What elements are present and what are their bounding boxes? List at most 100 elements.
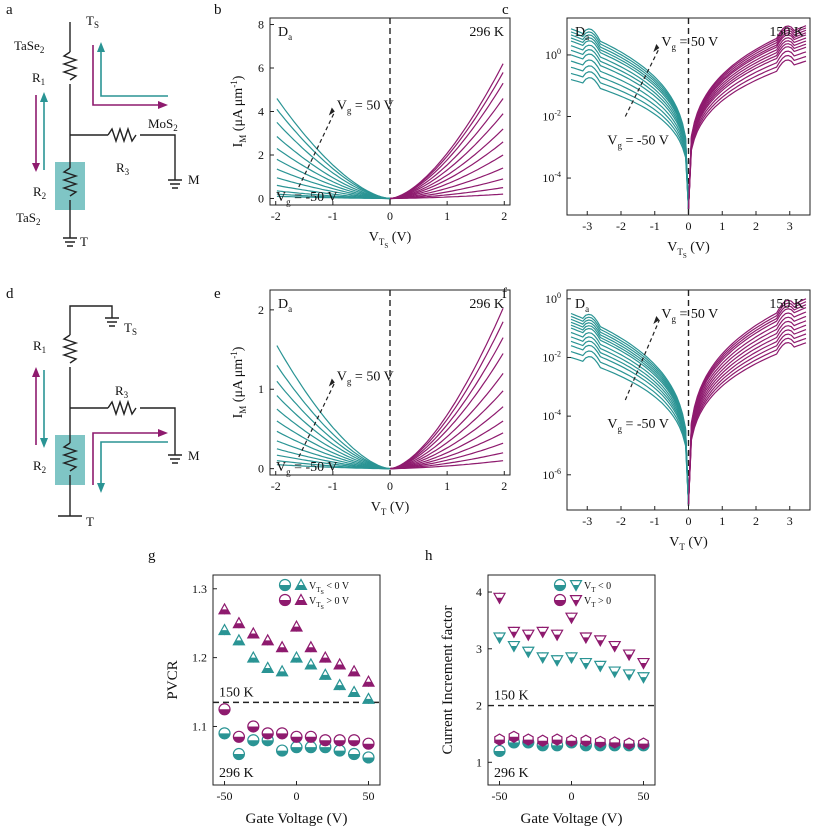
x-tick-label: -1 <box>328 209 338 223</box>
curve-negative-1 <box>570 71 690 209</box>
curve-positive-2 <box>389 178 504 200</box>
curve-positive-6 <box>687 37 807 209</box>
curve-positive-4 <box>687 43 807 209</box>
x-tick-label: 0 <box>686 514 692 528</box>
curve-negative-1 <box>570 350 690 505</box>
x-tick-label: 2 <box>753 219 759 233</box>
panel-label-h: h <box>425 548 433 564</box>
curve-negative-9 <box>276 121 391 200</box>
curve-negative-6 <box>570 44 690 209</box>
curve-positive-2 <box>687 333 807 505</box>
curve-positive-3 <box>389 167 504 200</box>
panel-label-f: f <box>502 286 507 302</box>
curve-negative-7 <box>570 324 690 505</box>
arrow-teal-corner-a <box>100 45 168 97</box>
panel-label-e: e <box>214 286 221 302</box>
curve-positive-0 <box>687 341 807 505</box>
curve-negative-5 <box>570 331 690 505</box>
data-point-s1-8-fill <box>611 645 618 652</box>
curve-negative-5 <box>570 48 690 209</box>
data-point-s3-5-fill <box>566 740 577 747</box>
legend-text-0: VT < 0 <box>584 581 611 594</box>
x-tick-label: 1 <box>719 219 725 233</box>
data-point-s2-3-fill <box>262 740 274 746</box>
data-point-s2-5-fill <box>291 747 302 753</box>
curve-negative-10 <box>570 31 690 209</box>
curve-positive-0 <box>687 59 807 209</box>
x-tick-label: 2 <box>501 209 507 223</box>
circuit-d-wires <box>58 305 176 517</box>
label-tas2: TaS2 <box>16 210 41 227</box>
y-tick-label: 0 <box>258 191 264 205</box>
y-tick-label: 100 <box>545 291 561 306</box>
data-point-s0-2-fill <box>247 657 259 663</box>
x-tick-label: 50 <box>637 789 649 803</box>
curve-positive-7 <box>389 113 504 200</box>
label-r1-d: R1 <box>33 338 46 355</box>
y-tick-label: 2 <box>476 699 482 713</box>
curve-positive-2 <box>687 50 807 209</box>
data-point-s0-5-fill <box>568 657 575 663</box>
y-axis-label: IM (μA μm-1) <box>229 346 248 418</box>
data-point-s0-7-fill <box>597 665 604 672</box>
y-tick-label: 4 <box>258 105 264 119</box>
curve-negative-9 <box>570 318 690 505</box>
curve-positive-5 <box>389 406 504 470</box>
label-r1-a: R1 <box>32 70 45 87</box>
curve-positive-3 <box>687 46 807 209</box>
curve-positive-1 <box>687 54 807 209</box>
x-tick-label: 0 <box>387 479 393 493</box>
arrow-purple-corner-d <box>92 432 162 485</box>
data-point-s1-0-fill <box>219 609 231 614</box>
x-tick-label: -1 <box>650 514 660 528</box>
data-point-s0-10-fill <box>640 677 647 683</box>
curve-positive-9 <box>389 337 504 470</box>
x-tick-label: 1 <box>444 479 450 493</box>
legend-text-1: VT > 0 <box>584 596 611 609</box>
panel-label-d: d <box>6 286 14 302</box>
label-ts-a: TS <box>86 13 99 30</box>
x-tick-label: -50 <box>217 789 233 803</box>
curve-negative-4 <box>570 53 690 209</box>
data-point-s0-2-fill <box>525 651 532 658</box>
data-point-s3-7-fill <box>595 741 606 748</box>
x-tick-label: -2 <box>616 219 626 233</box>
legend-triangle-0-fill <box>295 585 307 590</box>
curve-negative-3 <box>570 59 690 209</box>
data-point-s3-9-fill <box>348 740 360 746</box>
x-tick-label: -2 <box>616 514 626 528</box>
gate-arrow-head <box>328 107 335 116</box>
chart-c-iv-150k-log: -3 -2 -1 0 1 2 3 10-4 10-2 100 Da 150 K Vg = 50 V Vg … <box>542 17 811 260</box>
data-point-s3-8-fill <box>609 742 620 748</box>
x-tick-label: 2 <box>753 514 759 528</box>
curve-positive-10 <box>687 27 807 209</box>
gate-label-bottom: Vg = -50 V <box>607 134 669 151</box>
data-point-s1-10-fill <box>640 662 647 669</box>
gate-arrow-head <box>653 44 660 52</box>
gate-label-top: Vg = 50 V <box>661 35 718 52</box>
data-point-s3-0-fill <box>219 709 231 715</box>
legend-circle-1-fill <box>554 600 566 606</box>
data-point-s1-5-fill <box>291 626 302 632</box>
curve-negative-8 <box>570 37 690 209</box>
y-tick-label: 2 <box>258 148 264 162</box>
data-point-s1-3-fill <box>262 640 274 645</box>
curve-positive-1 <box>687 337 807 505</box>
x-tick-label: 0 <box>387 209 393 223</box>
x-tick-label: -1 <box>650 219 660 233</box>
panel-label-a: a <box>6 2 13 18</box>
curve-positive-8 <box>389 98 504 200</box>
curve-negative-4 <box>570 336 690 505</box>
curve-positive-6 <box>389 128 504 200</box>
x-axis-label: VT (V) <box>669 535 708 552</box>
y-tick-label: 100 <box>545 47 561 62</box>
ground-m-a <box>168 179 182 189</box>
chart-f-iv-150k-log: -3 -2 -1 0 1 2 3 10-6 10-4 10-2 100 Da 150 K Vg = 50 … <box>542 289 811 552</box>
gate-arrow <box>624 319 660 401</box>
curve-negative-10 <box>570 315 690 505</box>
data-point-s1-9-fill <box>626 654 633 660</box>
x-tick-label: -2 <box>271 479 281 493</box>
y-axis-label: Current Increment factor <box>440 605 456 754</box>
data-point-s2-1-fill <box>233 754 245 760</box>
